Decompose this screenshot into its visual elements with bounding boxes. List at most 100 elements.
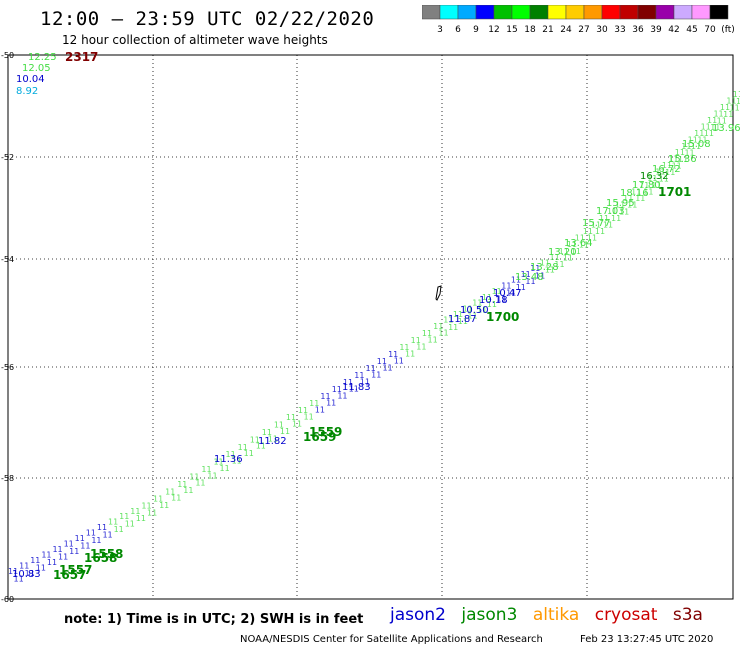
mission-legend: jason2 jason3 altika cryosat s3a [390, 605, 713, 625]
track-dense-label: 11 [678, 155, 688, 164]
track-dense-label: 11 [136, 514, 146, 523]
track-dense-label: 11 [195, 479, 205, 488]
track-dense-label: 11 [315, 405, 325, 414]
track-dense-label: 11 [108, 518, 118, 527]
legend-label-12: 39 [650, 25, 662, 35]
track-dense-label: 11 [563, 253, 573, 262]
track-dense-label: 11 [571, 247, 581, 256]
time-label: 1658 [84, 551, 117, 565]
value-label: 15.08 [682, 139, 711, 150]
track-dense-label: 11 [635, 194, 645, 203]
track-dense-label: 11 [467, 311, 477, 320]
track-dense-label: 11 [36, 563, 46, 572]
track-dense-label: 11 [619, 207, 629, 216]
track-dense-label: 11 [97, 523, 107, 532]
track-dense-label: 11 [655, 168, 665, 177]
track-dense-label: 11 [213, 458, 223, 467]
track-dense-label: 11 [720, 103, 730, 112]
legend-label-16: (ft) [721, 25, 735, 35]
time-label: 1559 [309, 425, 342, 439]
track-dense-label: 11 [250, 435, 260, 444]
track-dense-label: 11 [496, 294, 506, 303]
annotation-label: 12.05 [22, 63, 51, 74]
track-dense-label: 11 [694, 129, 704, 138]
time-label: 1659 [303, 430, 336, 444]
track-dense-label: 11 [506, 289, 516, 298]
track-dense-label: 11 [207, 471, 217, 480]
annotation-label: 10.04 [16, 74, 45, 85]
track-dense-label: 11 [540, 259, 550, 268]
legend-label-8: 27 [578, 25, 589, 35]
track-dense-label: 11 [354, 371, 364, 380]
value-label: 16.72 [652, 164, 681, 175]
track-dense-label: 11 [691, 142, 701, 151]
time-label: 1700 [486, 310, 519, 324]
track-dense-label: 11 [704, 129, 714, 138]
track-dense-label: 11 [189, 472, 199, 481]
track-dense-label: 11 [274, 421, 284, 430]
track-dense-label: 11 [114, 525, 124, 534]
track-dense-label: 11 [681, 142, 691, 151]
mission-s3a: s3a [672, 605, 703, 625]
track-dense-label: 11 [482, 293, 492, 302]
track-dense-label: 11 [492, 287, 502, 296]
value-label: 10.83 [12, 569, 41, 580]
track-dense-label: 11 [713, 110, 723, 119]
track-dense-label: 11 [684, 149, 694, 158]
track-dense-label: 11 [332, 385, 342, 394]
track-dense-label: 11 [58, 552, 68, 561]
track-dense-label: 11 [86, 529, 96, 538]
legend-label-7: 24 [560, 25, 572, 35]
value-label: 11.83 [342, 382, 371, 393]
track-dense-label: 11 [627, 201, 637, 210]
track-dense-label: 11 [448, 323, 458, 332]
track-dense-label: 11 [438, 329, 448, 338]
track-dense-label: 11 [668, 155, 678, 164]
track-dense-label: 11 [659, 174, 669, 183]
track-dense-label: 11 [591, 220, 601, 229]
track-dense-label: 11 [394, 356, 404, 365]
track-dense-label: 11 [647, 174, 657, 183]
value-label: 10.47 [493, 288, 522, 299]
y-tick-label-2: -54 [1, 255, 14, 264]
track-dense-label: 11 [388, 350, 398, 359]
track-dense-label: 11 [651, 181, 661, 190]
track-dense-label: 11 [382, 363, 392, 372]
track-dense-label: 11 [349, 384, 359, 393]
annotation-label: 8.92 [16, 86, 38, 97]
track-dense-label: 11 [69, 547, 79, 556]
track-dense-label: 11 [463, 304, 473, 313]
track-dense-label: 11 [30, 556, 40, 565]
time-label: 1557 [59, 563, 92, 577]
track-dense-label: 11 [141, 501, 151, 510]
track-dense-label: 11 [159, 501, 169, 510]
track-dense-label: 11 [599, 214, 609, 223]
track-dense-label: 11 [371, 370, 381, 379]
track-dense-label: 11 [487, 300, 497, 309]
track-dense-label: 11 [516, 283, 526, 292]
track-dense-label: 11 [611, 214, 621, 223]
track-dense-label: 11 [433, 322, 443, 331]
legend-label-11: 36 [632, 25, 644, 35]
track-dense-label: 11 [416, 342, 426, 351]
track-dense-label: 11 [64, 540, 74, 549]
track-dense-label: 11 [579, 240, 589, 249]
track-dense-label: 11 [411, 336, 421, 345]
wave-height-map: 150153156159162165-50-52-54-56-58-601111… [1, 50, 740, 602]
track-dense-label: 11 [337, 391, 347, 400]
track-dense-label: 11 [717, 116, 727, 125]
track-dense-label: 11 [147, 508, 157, 517]
legend-label-15: 70 [704, 25, 716, 35]
track-dense-label: 11 [14, 574, 24, 583]
annotation-label: 2317 [65, 50, 98, 64]
mission-altika: altika [532, 605, 580, 625]
track-dense-label: 11 [377, 357, 387, 366]
track-dense-label: 11 [183, 486, 193, 495]
track-dense-label: 11 [326, 398, 336, 407]
track-dense-label: 11 [360, 377, 370, 386]
track-dense-label: 11 [286, 413, 296, 422]
page-title: 12:00 — 23:59 UTC 02/22/2020 [40, 8, 375, 30]
track-dense-label: 11 [575, 234, 585, 243]
